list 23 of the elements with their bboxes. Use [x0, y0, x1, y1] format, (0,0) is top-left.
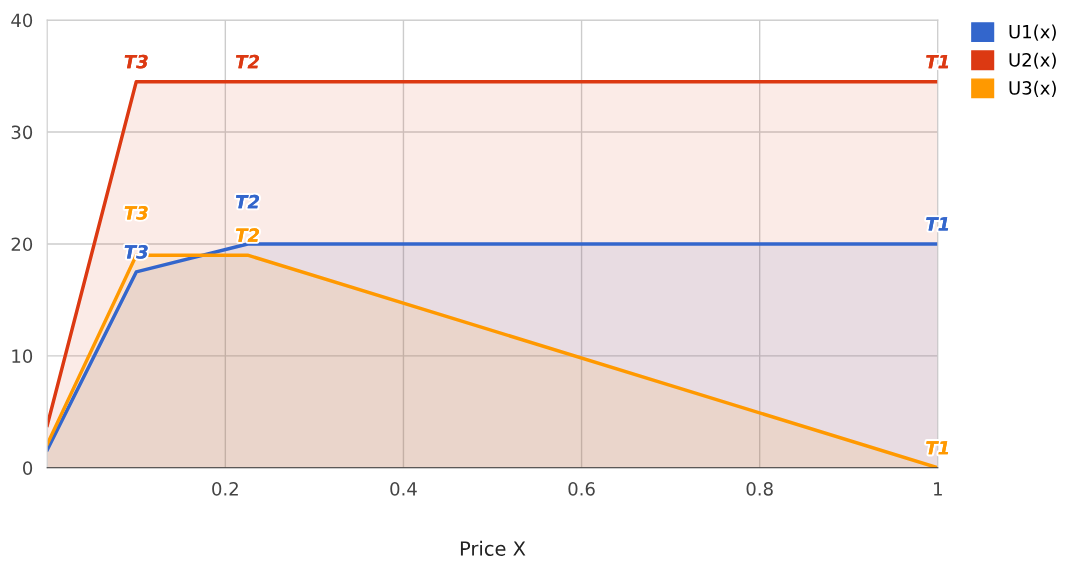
annotation: T2: [236, 54, 260, 69]
x-tick-label: 0.4: [390, 482, 417, 496]
annotation: T1: [926, 217, 949, 231]
x-axis-title: Price X: [460, 540, 526, 556]
y-tick-label: 10: [12, 349, 33, 363]
legend-label: U3(x): [1009, 80, 1056, 97]
y-tick-label: 40: [11, 13, 33, 28]
x-tick-label: 0.2: [212, 482, 238, 496]
y-tick-label: 30: [11, 125, 33, 140]
x-tick-label: 0.8: [746, 482, 773, 496]
annotation: T2: [236, 228, 260, 242]
legend-label: U1(x): [1009, 24, 1056, 41]
annotation: T1: [926, 55, 949, 69]
annotation: T3: [124, 206, 148, 220]
annotation: T1: [926, 441, 949, 455]
annotation: T3: [124, 245, 148, 259]
legend-label: U2(x): [1009, 52, 1056, 69]
annotation: T3: [124, 54, 148, 69]
annotation: T2: [236, 194, 260, 209]
x-tick-label: 0.6: [568, 482, 595, 496]
x-tick-label: 1: [934, 482, 942, 496]
y-tick-label: 0: [23, 461, 33, 475]
y-tick-label: 20: [11, 237, 33, 252]
